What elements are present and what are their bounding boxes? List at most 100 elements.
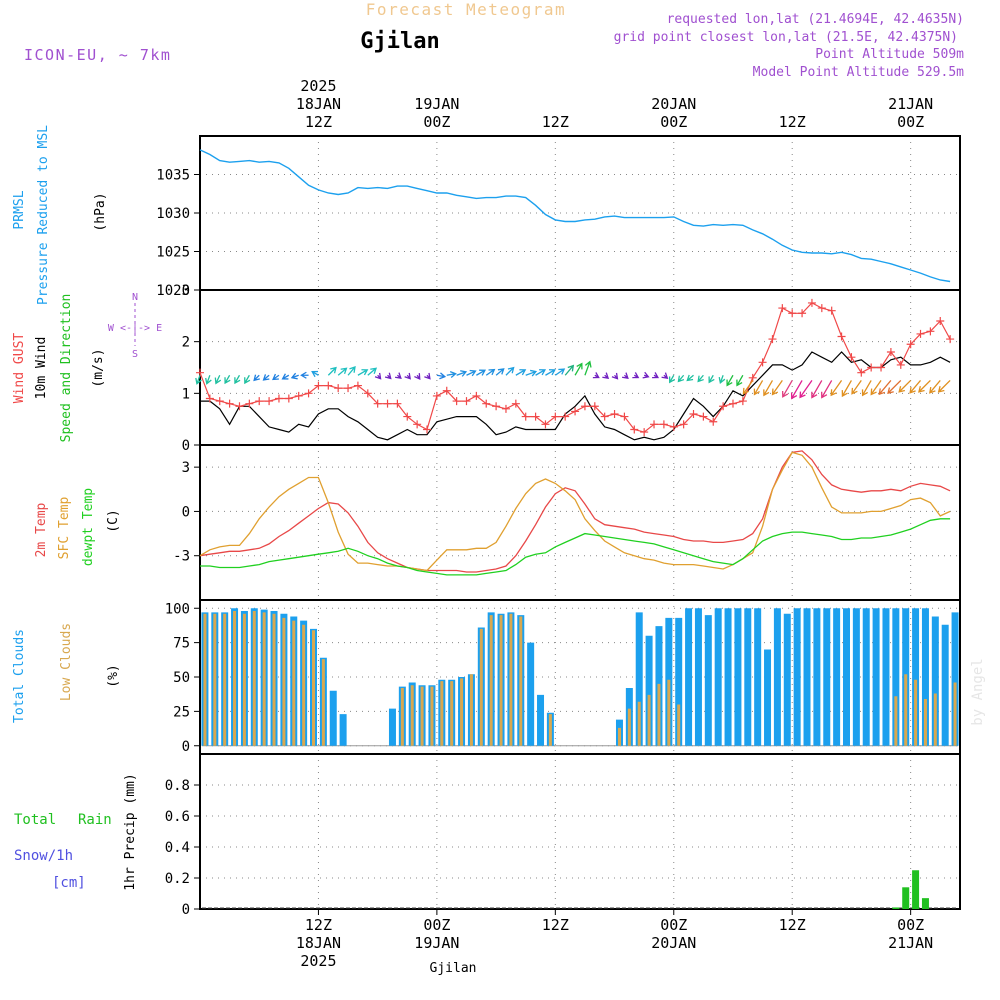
compass-s: S — [132, 349, 138, 360]
low-cloud-bar — [469, 674, 473, 746]
bottom-time-label: 00Z — [897, 916, 924, 934]
total-cloud-bar — [388, 708, 396, 746]
total-cloud-bar — [813, 608, 821, 746]
low-clouds-label: Low Clouds — [59, 623, 74, 701]
wind-direction-arrow — [799, 380, 813, 399]
wind-direction-arrow — [830, 380, 843, 397]
wind-direction-arrow — [466, 369, 477, 377]
gust-marker — [314, 381, 323, 390]
wind-direction-arrow — [632, 372, 640, 379]
bottom-time-label: 2025 — [300, 952, 336, 970]
snow-unit-label: [cm] — [52, 875, 86, 891]
low-cloud-bar — [519, 616, 523, 746]
wind-direction-arrow — [771, 380, 783, 396]
temp-unit: (C) — [106, 509, 121, 532]
wind-direction-arrow — [394, 372, 402, 379]
gust-marker — [413, 420, 422, 429]
gust-marker — [334, 384, 343, 393]
total-cloud-bar — [754, 608, 762, 746]
bottom-time-label: 20JAN — [651, 934, 696, 952]
gust-marker — [324, 381, 333, 390]
wind-direction-arrow — [525, 369, 538, 377]
wind-direction-arrow — [742, 380, 754, 395]
wind-direction-arrow — [253, 374, 260, 382]
rain-label: Rain — [78, 812, 112, 828]
total-cloud-bar — [734, 608, 742, 746]
wind-speed-line — [200, 351, 951, 441]
gust-marker — [215, 397, 224, 406]
total-cloud-bar — [329, 690, 337, 746]
gust-marker — [788, 309, 797, 318]
total-cloud-bar — [714, 608, 722, 746]
location-title: Gjilan — [360, 29, 439, 54]
temperature-panel: -3 0 3 — [173, 444, 961, 601]
low-cloud-bar — [667, 679, 671, 746]
low-cloud-bar — [410, 685, 414, 746]
y-tick-label: 100 — [165, 601, 190, 617]
gust-marker — [274, 394, 283, 403]
wind-direction-arrow — [300, 371, 309, 379]
wind-direction-arrow — [347, 366, 356, 376]
gust-marker — [245, 399, 254, 408]
wind-direction-arrow — [851, 380, 862, 395]
gust-marker — [896, 360, 905, 369]
wind-unit: (m/s) — [91, 348, 106, 387]
low-cloud-bar — [282, 617, 286, 746]
top-time-label: 19JAN — [414, 95, 459, 113]
wind-direction-arrow — [592, 372, 600, 379]
low-cloud-bar — [460, 678, 464, 746]
total-cloud-bar — [852, 608, 860, 746]
total-cloud-bar — [527, 642, 535, 746]
total-cloud-bar — [537, 694, 545, 746]
wind-direction-arrow — [697, 374, 704, 383]
low-cloud-bar — [321, 659, 325, 746]
y-tick-label: 0 — [182, 902, 190, 918]
precip-panel: 0 0.2 0.4 0.6 0.8 — [165, 753, 961, 918]
low-cloud-bar — [637, 701, 641, 746]
wind-direction-arrow — [677, 374, 685, 383]
y-tick-label: 25 — [173, 704, 190, 720]
y-tick-label: 0.6 — [165, 809, 190, 825]
gust-marker — [857, 368, 866, 377]
watermark: by Angel — [970, 658, 986, 725]
model-altitude: Model Point Altitude 529.5m — [753, 65, 964, 80]
gust-marker — [551, 412, 560, 421]
t2m-label: 2m Temp — [34, 502, 49, 557]
wind-direction-arrow — [870, 380, 882, 396]
gust-marker — [462, 397, 471, 406]
y-tick-label: 75 — [173, 636, 190, 652]
y-tick-label: 1030 — [156, 206, 190, 222]
gust-marker — [432, 391, 441, 400]
total-cloud-bar — [635, 612, 643, 746]
total-cloud-bar — [921, 608, 929, 746]
total-cloud-bar — [882, 608, 890, 746]
gust-marker — [610, 410, 619, 418]
bottom-time-label: 12Z — [542, 916, 569, 934]
low-cloud-bar — [262, 612, 266, 746]
y-tick-label: 50 — [173, 670, 190, 686]
gust-marker — [541, 420, 550, 429]
wind-direction-arrow — [718, 375, 726, 385]
wind-direction-arrow — [574, 362, 583, 376]
gust-marker — [778, 304, 787, 313]
top-time-label: 12Z — [542, 113, 569, 131]
gust-marker — [255, 397, 264, 406]
gust-marker — [719, 402, 728, 411]
wind-direction-arrow — [898, 379, 912, 393]
wind-direction-arrow — [726, 374, 734, 387]
wind-direction-arrow — [535, 369, 547, 376]
wind-direction-arrow — [272, 373, 280, 381]
wind-direction-arrow — [622, 372, 629, 379]
wind-direction-arrow — [281, 373, 290, 380]
low-cloud-bar — [272, 613, 276, 746]
y-tick-label: 3 — [182, 460, 190, 476]
bottom-time-label: 12Z — [305, 916, 332, 934]
total-cloud-bar — [892, 608, 900, 746]
gust-marker — [758, 358, 767, 367]
wind-direction-arrow — [205, 375, 212, 385]
wind-direction-arrow — [515, 369, 527, 376]
wind-direction-arrow — [602, 372, 610, 379]
gust-marker — [423, 425, 432, 434]
y-tick-label: 1020 — [156, 283, 190, 299]
